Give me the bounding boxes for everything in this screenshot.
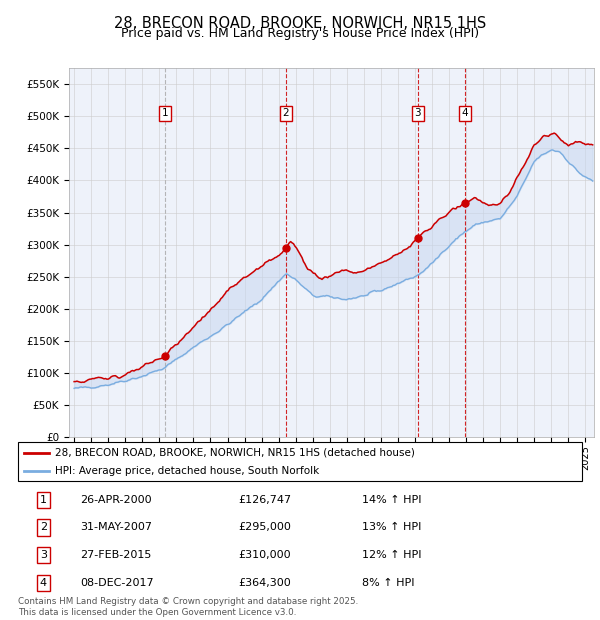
Text: 1: 1 bbox=[40, 495, 47, 505]
Text: 13% ↑ HPI: 13% ↑ HPI bbox=[362, 523, 421, 533]
Text: 1: 1 bbox=[161, 108, 168, 118]
Text: HPI: Average price, detached house, South Norfolk: HPI: Average price, detached house, Sout… bbox=[55, 466, 319, 476]
Text: £126,747: £126,747 bbox=[238, 495, 291, 505]
Text: 8% ↑ HPI: 8% ↑ HPI bbox=[362, 578, 415, 588]
Text: 2: 2 bbox=[283, 108, 289, 118]
Text: 27-FEB-2015: 27-FEB-2015 bbox=[80, 550, 151, 560]
Text: 4: 4 bbox=[40, 578, 47, 588]
Text: 14% ↑ HPI: 14% ↑ HPI bbox=[362, 495, 422, 505]
Text: 08-DEC-2017: 08-DEC-2017 bbox=[80, 578, 154, 588]
Text: £295,000: £295,000 bbox=[238, 523, 291, 533]
Text: 26-APR-2000: 26-APR-2000 bbox=[80, 495, 152, 505]
Text: 3: 3 bbox=[40, 550, 47, 560]
Text: 3: 3 bbox=[415, 108, 421, 118]
Text: 28, BRECON ROAD, BROOKE, NORWICH, NR15 1HS (detached house): 28, BRECON ROAD, BROOKE, NORWICH, NR15 1… bbox=[55, 448, 415, 458]
Text: 2: 2 bbox=[40, 523, 47, 533]
Text: Contains HM Land Registry data © Crown copyright and database right 2025.
This d: Contains HM Land Registry data © Crown c… bbox=[18, 598, 358, 617]
Text: £310,000: £310,000 bbox=[238, 550, 290, 560]
Text: 12% ↑ HPI: 12% ↑ HPI bbox=[362, 550, 422, 560]
Text: 31-MAY-2007: 31-MAY-2007 bbox=[80, 523, 152, 533]
Text: 28, BRECON ROAD, BROOKE, NORWICH, NR15 1HS: 28, BRECON ROAD, BROOKE, NORWICH, NR15 1… bbox=[114, 16, 486, 30]
Text: Price paid vs. HM Land Registry's House Price Index (HPI): Price paid vs. HM Land Registry's House … bbox=[121, 27, 479, 40]
Text: £364,300: £364,300 bbox=[238, 578, 291, 588]
Text: 4: 4 bbox=[461, 108, 468, 118]
